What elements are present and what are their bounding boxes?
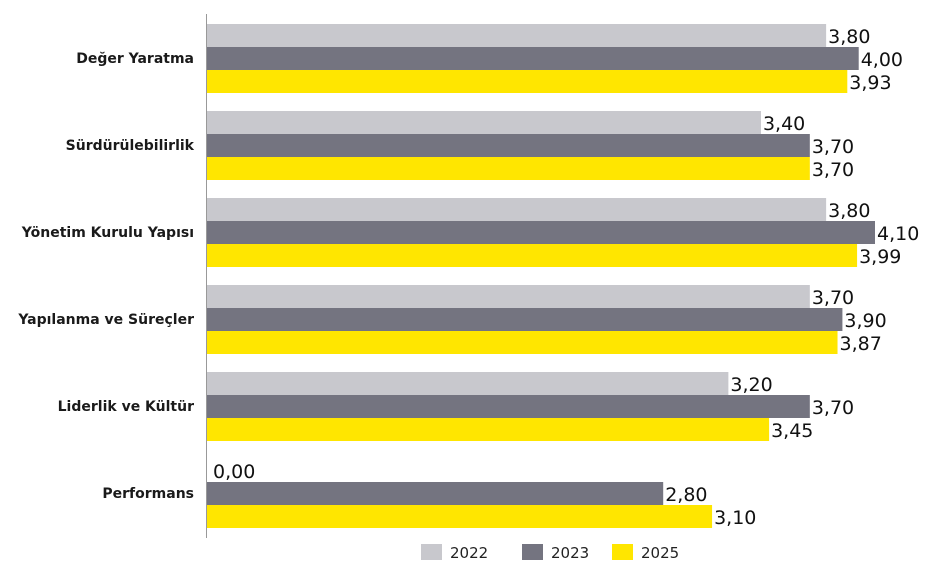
category-label: Yapılanma ve Süreçler — [17, 312, 194, 328]
category-label: Liderlik ve Kültür — [58, 399, 194, 415]
legend-swatch-2025 — [612, 544, 633, 560]
bar-2025-cat-4 — [207, 418, 770, 441]
bar-2022-cat-1 — [207, 111, 761, 134]
legend: 2022 2023 2025 — [421, 544, 679, 562]
bar-2022-cat-3 — [207, 285, 810, 308]
bar-2022-cat-2 — [207, 198, 827, 221]
legend-label-2022: 2022 — [450, 544, 488, 562]
legend-swatch-2023 — [522, 544, 543, 560]
data-label-2025-cat-0: 3,93 — [849, 72, 891, 94]
data-label-2025-cat-4: 3,45 — [771, 420, 813, 442]
bars-group: 3,804,003,933,403,703,703,804,103,993,70… — [207, 24, 919, 529]
bar-2023-cat-4 — [207, 395, 810, 418]
category-label: Yönetim Kurulu Yapısı — [21, 225, 194, 241]
category-label: Değer Yaratma — [76, 51, 194, 67]
legend-label-2023: 2023 — [551, 544, 589, 562]
data-label-2022-cat-4: 3,20 — [730, 374, 772, 396]
data-label-2023-cat-5: 2,80 — [665, 484, 707, 506]
legend-label-2025: 2025 — [641, 544, 679, 562]
bar-2023-cat-2 — [207, 221, 875, 244]
category-labels: Değer Yaratma Sürdürülebilirlik Yönetim Ku… — [17, 51, 194, 502]
data-label-2023-cat-2: 4,10 — [877, 223, 919, 245]
bar-2023-cat-0 — [207, 47, 859, 70]
bar-2023-cat-3 — [207, 308, 843, 331]
data-label-2025-cat-3: 3,87 — [840, 333, 882, 355]
bar-2025-cat-5 — [207, 505, 713, 528]
bar-2022-cat-4 — [207, 372, 729, 395]
category-label: Sürdürülebilirlik — [66, 138, 195, 154]
bar-2025-cat-1 — [207, 157, 810, 180]
bar-2025-cat-2 — [207, 244, 858, 267]
data-label-2023-cat-3: 3,90 — [844, 310, 886, 332]
category-label: Performans — [102, 486, 194, 502]
data-label-2025-cat-2: 3,99 — [859, 246, 901, 268]
data-label-2022-cat-1: 3,40 — [763, 113, 805, 135]
data-label-2022-cat-5: 0,00 — [213, 461, 255, 483]
data-label-2023-cat-1: 3,70 — [812, 136, 854, 158]
data-label-2022-cat-0: 3,80 — [828, 26, 870, 48]
data-label-2022-cat-3: 3,70 — [812, 287, 854, 309]
bar-2023-cat-5 — [207, 482, 664, 505]
data-label-2022-cat-2: 3,80 — [828, 200, 870, 222]
bar-2025-cat-3 — [207, 331, 838, 354]
bar-2022-cat-0 — [207, 24, 827, 47]
data-label-2023-cat-0: 4,00 — [861, 49, 903, 71]
bar-2023-cat-1 — [207, 134, 810, 157]
data-label-2025-cat-5: 3,10 — [714, 507, 756, 529]
legend-swatch-2022 — [421, 544, 442, 560]
data-label-2025-cat-1: 3,70 — [812, 159, 854, 181]
data-label-2023-cat-4: 3,70 — [812, 397, 854, 419]
bar-2025-cat-0 — [207, 70, 848, 93]
